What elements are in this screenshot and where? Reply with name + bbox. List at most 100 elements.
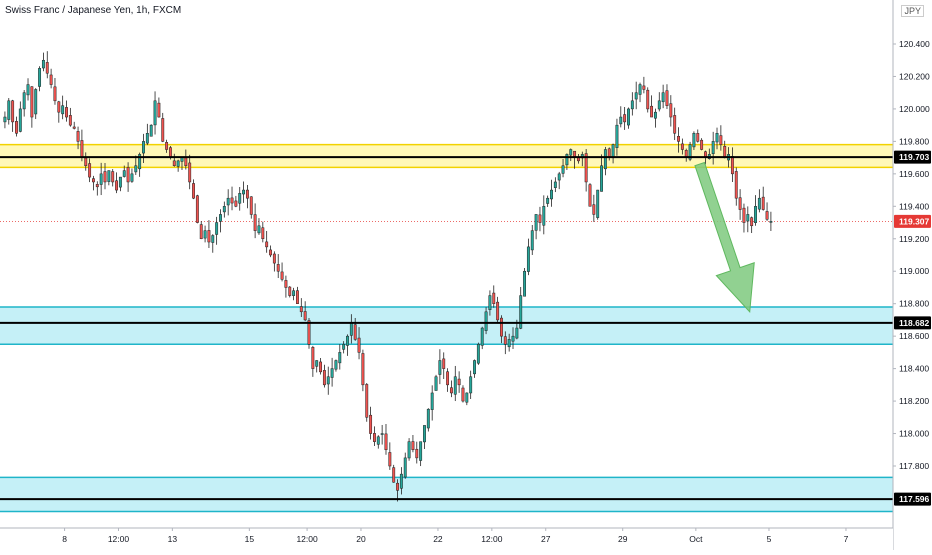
currency-badge[interactable]: JPY — [901, 5, 924, 17]
candle-body — [553, 181, 557, 188]
candle — [634, 81, 638, 110]
candle — [41, 52, 45, 72]
candle-body — [415, 448, 419, 459]
candle — [434, 374, 438, 391]
candle-body — [584, 153, 588, 183]
candle — [430, 385, 434, 421]
candle-body — [453, 376, 457, 395]
candle — [630, 92, 634, 116]
candle-body — [57, 101, 61, 113]
candle — [557, 171, 561, 190]
candle — [561, 159, 565, 178]
candle — [492, 285, 496, 308]
candle — [242, 181, 246, 203]
candle-body — [338, 352, 342, 364]
candle — [342, 341, 346, 354]
candle-body — [546, 197, 550, 204]
candle-body — [84, 157, 88, 166]
candle-body — [757, 197, 761, 210]
candle-body — [711, 141, 715, 154]
candle-body — [380, 433, 384, 435]
candle-body — [399, 473, 403, 489]
candle-body — [349, 322, 353, 336]
candle-body — [550, 189, 553, 200]
candle-body — [226, 197, 230, 206]
candle-body — [646, 89, 650, 110]
candle — [742, 203, 746, 233]
candle — [292, 287, 296, 301]
candle — [653, 108, 657, 128]
candle-body — [11, 100, 15, 123]
candle-body — [195, 195, 199, 223]
price-tick-label: 119.600 — [899, 169, 929, 179]
candle — [588, 183, 592, 207]
candle-body — [496, 301, 500, 321]
candle — [476, 342, 480, 365]
candle-body — [430, 392, 434, 410]
candle — [38, 66, 42, 92]
candle-body — [627, 108, 630, 126]
candle — [603, 146, 607, 176]
candle-body — [677, 135, 680, 142]
candle — [288, 286, 292, 298]
level-label-1: 118.682 — [899, 318, 930, 328]
candle — [26, 78, 30, 101]
candle-body — [22, 92, 26, 110]
candle-body — [61, 105, 65, 115]
candle-body — [719, 135, 723, 145]
candle — [234, 195, 238, 208]
price-axis-bg — [893, 0, 932, 550]
price-tick-label: 120.400 — [899, 39, 930, 49]
candle — [453, 365, 457, 402]
candle-body — [330, 368, 334, 378]
time-tick-label: 27 — [541, 534, 551, 544]
candle-body — [634, 92, 638, 100]
candle-body — [488, 295, 492, 311]
candle-body — [503, 336, 507, 345]
candle — [407, 438, 411, 461]
candle — [107, 170, 111, 186]
candle — [153, 91, 157, 135]
candle-body — [638, 84, 642, 95]
price-tick-label: 119.200 — [899, 234, 929, 244]
chart-title: Swiss Franc / Japanese Yen, 1h, FXCM — [5, 5, 182, 16]
candle — [199, 221, 203, 240]
candle — [322, 364, 326, 388]
candle — [692, 131, 696, 151]
candle — [145, 123, 149, 146]
candle-body — [372, 433, 376, 442]
candle-body — [730, 156, 734, 175]
candle-body — [303, 311, 307, 321]
candle — [249, 196, 253, 219]
level-label-0: 119.703 — [899, 152, 930, 162]
candle-body — [442, 358, 446, 369]
candle-body — [465, 392, 469, 403]
candle — [511, 327, 515, 350]
candle — [761, 186, 765, 211]
candle — [700, 138, 704, 151]
time-tick-label: 22 — [433, 534, 443, 544]
candle-body — [276, 264, 280, 272]
candle — [669, 95, 673, 127]
candle — [92, 175, 95, 191]
candle — [738, 189, 742, 220]
candle — [95, 181, 99, 196]
candle — [265, 230, 269, 253]
candle — [688, 141, 692, 162]
candle-body — [761, 196, 765, 210]
candle-body — [222, 206, 226, 213]
candle-body — [176, 160, 180, 167]
candle — [569, 148, 573, 162]
resistance-zone-0 — [0, 144, 893, 168]
candle — [396, 479, 399, 502]
candle-body — [526, 246, 530, 272]
candle — [384, 424, 388, 455]
candle-body — [557, 173, 561, 181]
candle — [296, 286, 299, 305]
candle-body — [245, 189, 249, 199]
support-zone-2 — [0, 477, 893, 512]
candle — [176, 159, 180, 172]
time-tick-label: 13 — [168, 534, 178, 544]
